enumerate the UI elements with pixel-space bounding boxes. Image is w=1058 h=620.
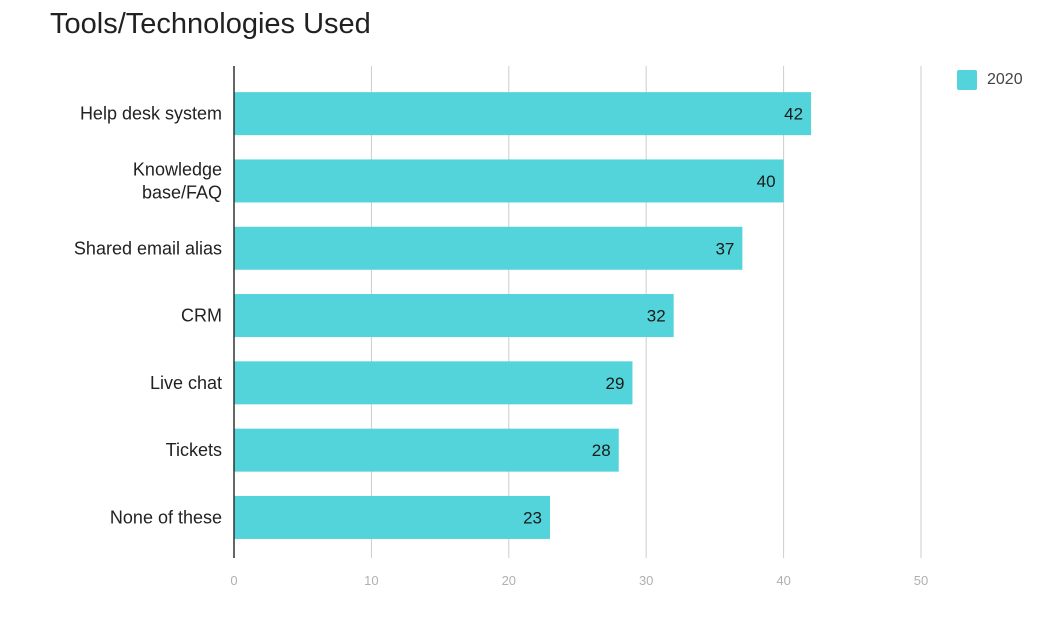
bar-value-label: 23 [523, 508, 542, 527]
category-label: Shared email alias [74, 238, 222, 258]
legend-label: 2020 [987, 71, 1023, 88]
bar [234, 361, 633, 405]
x-tick-labels: 0 10 20 30 40 50 [230, 573, 928, 588]
bar-value-label: 42 [784, 105, 803, 124]
bar [234, 294, 674, 338]
bar [234, 495, 551, 539]
chart-title: Tools/Technologies Used [50, 8, 371, 40]
bar [234, 159, 784, 203]
category-label: None of these [110, 507, 222, 527]
x-tick-label: 20 [502, 573, 516, 588]
x-tick-label: 50 [914, 573, 928, 588]
bar-value-label: 40 [757, 172, 776, 191]
bar-value-label: 37 [715, 239, 734, 258]
bar [234, 92, 812, 136]
category-label: Live chat [150, 373, 222, 393]
category-label: CRM [181, 306, 222, 326]
x-tick-label: 10 [364, 573, 378, 588]
x-tick-label: 30 [639, 573, 653, 588]
legend: 2020 [957, 70, 1023, 90]
category-label: Knowledge base/FAQ [133, 159, 222, 202]
x-tick-label: 40 [776, 573, 790, 588]
category-label: Help desk system [80, 104, 222, 124]
category-labels: Help desk system Knowledge base/FAQ Shared … [74, 104, 222, 528]
value-labels: 42 40 37 32 29 28 23 [523, 105, 803, 528]
bars [234, 92, 812, 539]
bar [234, 428, 619, 472]
bar [234, 226, 743, 270]
x-tick-label: 0 [230, 573, 237, 588]
bar-value-label: 28 [592, 441, 611, 460]
category-label: Tickets [166, 440, 222, 460]
bar-value-label: 32 [647, 307, 666, 326]
legend-swatch [957, 70, 977, 90]
bar-value-label: 29 [606, 374, 625, 393]
